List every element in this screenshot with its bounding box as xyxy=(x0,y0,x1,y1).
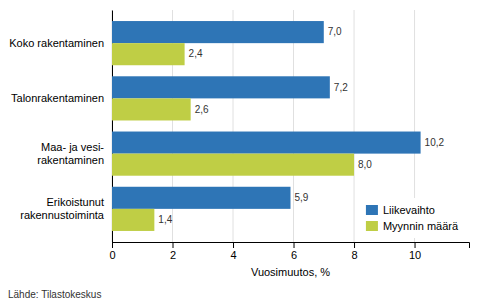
legend-label: Myynnin määrä xyxy=(383,220,459,232)
legend-swatch xyxy=(366,221,378,231)
plot: 0 2 4 6 8 10 Erikoistunutrakennustoiminta Maa- … xyxy=(9,10,469,278)
series xyxy=(112,43,354,231)
x-tick-label: 2 xyxy=(170,249,176,261)
y-tick: Maa- ja vesi-rakentaminen xyxy=(37,141,104,166)
bar xyxy=(112,21,324,43)
bar xyxy=(112,187,291,209)
data-label: 2,4 xyxy=(189,48,203,59)
y-tick-label: Koko rakentaminen xyxy=(9,37,104,49)
bar xyxy=(112,98,191,120)
x-axis-line xyxy=(113,243,470,249)
y-tick: Talonrakentaminen xyxy=(11,92,104,104)
y-tick-label: Talonrakentaminen xyxy=(11,92,104,104)
grid-line xyxy=(354,10,355,242)
x-tick: 4 xyxy=(230,242,236,261)
y-tick: Erikoistunutrakennustoiminta xyxy=(20,196,105,221)
y-axis: Erikoistunutrakennustoiminta Maa- ja vesi… xyxy=(9,11,112,243)
bar xyxy=(112,209,154,231)
x-tick: 10 xyxy=(409,242,421,261)
legend-label: Liikevaihto xyxy=(383,204,435,216)
x-tick-mark xyxy=(233,242,234,248)
x-axis: 0 2 4 6 8 10 xyxy=(109,242,469,261)
x-tick-label: 10 xyxy=(409,249,421,261)
x-tick: 6 xyxy=(291,242,297,261)
data-label: 8,0 xyxy=(358,159,372,170)
x-tick-mark xyxy=(112,242,113,248)
footnote: Lähde: Tilastokeskus xyxy=(8,289,101,300)
x-tick-label: 6 xyxy=(291,249,297,261)
x-tick: 0 xyxy=(109,242,115,261)
legend-swatch xyxy=(366,205,378,215)
grid-line xyxy=(293,10,294,242)
x-tick-mark xyxy=(354,242,355,248)
x-axis-title: Vuosimuutos, % xyxy=(251,266,330,278)
bar xyxy=(112,76,330,98)
series xyxy=(112,21,421,209)
data-label: 7,0 xyxy=(328,26,342,37)
y-tick: Koko rakentaminen xyxy=(9,37,104,49)
x-tick-label: 0 xyxy=(109,249,115,261)
bar xyxy=(112,132,421,154)
data-label: 10,2 xyxy=(425,137,445,148)
x-tick-mark xyxy=(173,242,174,248)
x-tick-label: 8 xyxy=(351,249,357,261)
x-tick: 8 xyxy=(351,242,357,261)
data-labels: 5,9 10,2 7,2 7,0 1,4 8,0 2,6 2,4 xyxy=(158,26,444,225)
legend-item: Myynnin määrä xyxy=(366,220,459,232)
x-tick: 2 xyxy=(170,242,176,261)
legend-background xyxy=(360,198,465,238)
x-tick-label: 4 xyxy=(230,249,236,261)
x-tick-mark xyxy=(415,242,416,248)
bar xyxy=(112,43,185,65)
data-label: 1,4 xyxy=(158,214,172,225)
x-tick-mark xyxy=(294,242,295,248)
bar xyxy=(112,154,354,176)
legend-item: Liikevaihto xyxy=(366,204,435,216)
data-label: 7,2 xyxy=(334,82,348,93)
data-label: 5,9 xyxy=(295,192,309,203)
y-tick-label: Erikoistunutrakennustoiminta xyxy=(20,196,105,221)
y-tick-label: Maa- ja vesi-rakentaminen xyxy=(37,141,104,166)
data-label: 2,6 xyxy=(195,104,209,115)
legend: Liikevaihto Myynnin määrä xyxy=(360,198,465,238)
chart: 0 2 4 6 8 10 Erikoistunutrakennustoiminta Maa- … xyxy=(0,0,493,304)
grid xyxy=(112,10,415,242)
